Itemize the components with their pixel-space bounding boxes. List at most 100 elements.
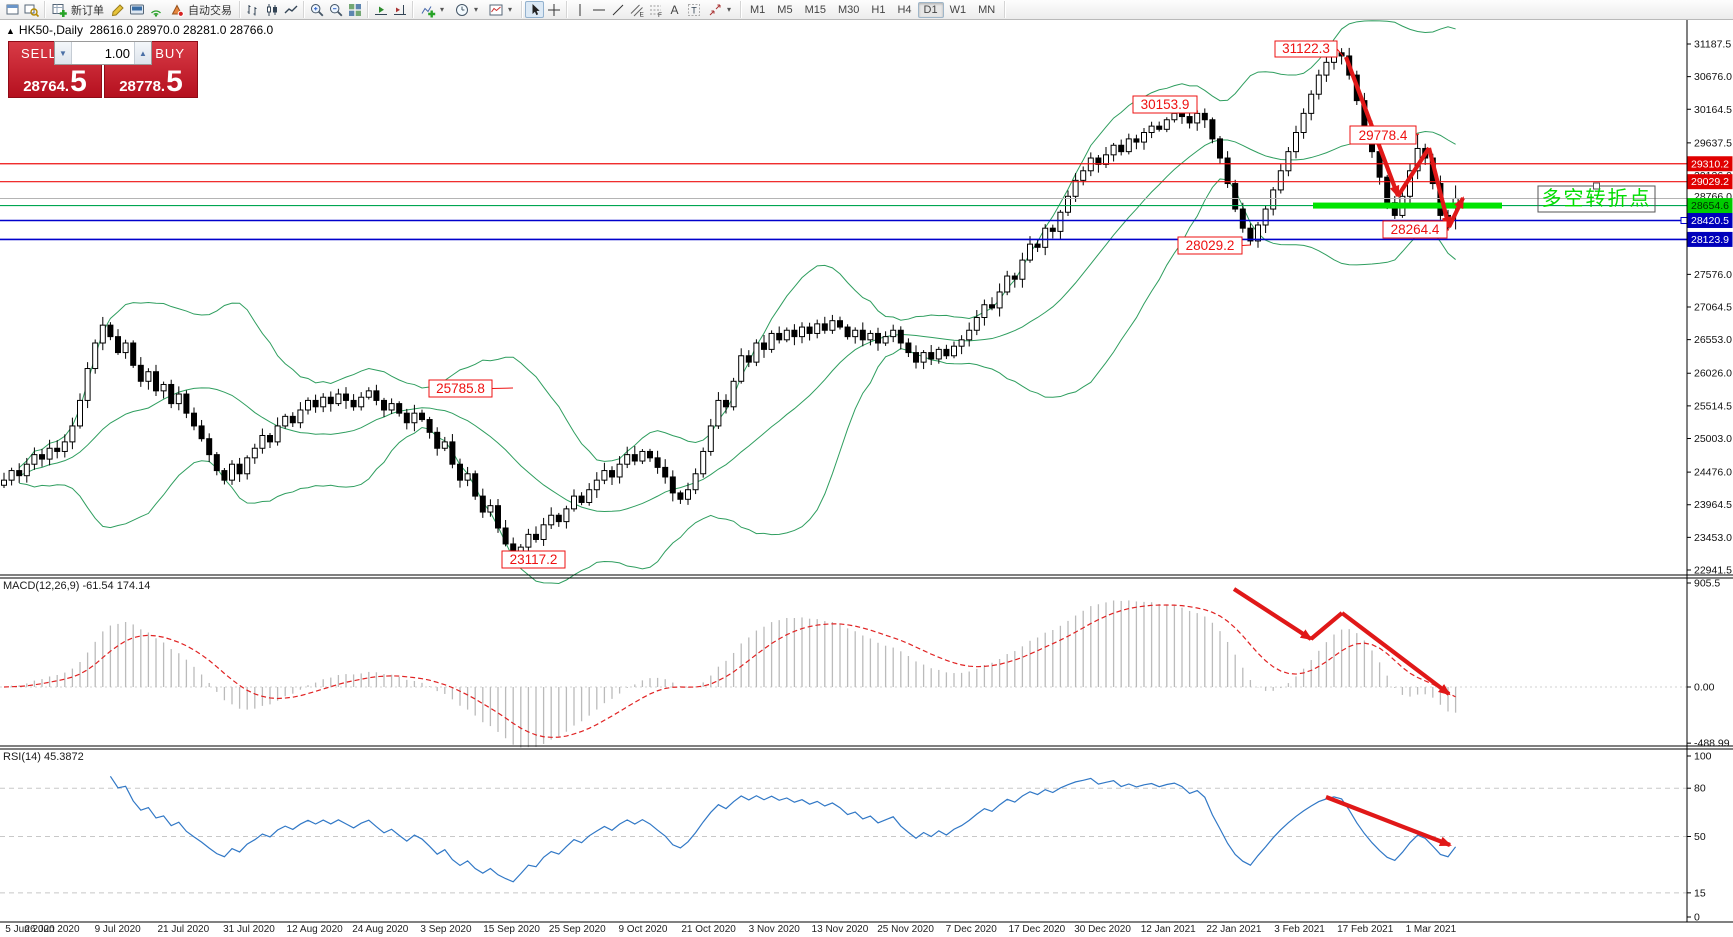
- zoom-out-button[interactable]: [326, 1, 345, 18]
- chart-window-button[interactable]: [3, 1, 22, 18]
- candlestick-chart-button-icon: [266, 3, 277, 16]
- annotation-text-object[interactable]: 多空转折点: [1537, 182, 1656, 213]
- trend-arrow[interactable]: [1396, 146, 1431, 198]
- periods-button[interactable]: ▾: [450, 1, 484, 18]
- cursor-tool-button-icon: [532, 3, 540, 15]
- price-labels[interactable]: 31122.3 30153.9 29778.4 28264.4 28029.2 25785…: [428, 40, 1450, 569]
- line-selection-handle[interactable]: [1680, 217, 1688, 225]
- text-tool-button[interactable]: A: [665, 1, 684, 18]
- new-order-button-icon: [52, 3, 67, 17]
- annotation-handle[interactable]: [1593, 182, 1600, 190]
- candlesticks: [1, 47, 1459, 563]
- timeframe-button-H4[interactable]: H4: [897, 3, 912, 16]
- terminal-button[interactable]: [127, 1, 146, 18]
- svg-text:23964.5: 23964.5: [1694, 499, 1732, 511]
- signals-button[interactable]: [146, 1, 165, 18]
- svg-text:23117.2: 23117.2: [510, 552, 558, 567]
- svg-text:31 Jul 2020: 31 Jul 2020: [223, 924, 275, 935]
- horizontal-line-tool-button[interactable]: [589, 1, 608, 18]
- auto-scroll-button-icon: [374, 6, 387, 15]
- sell-label: SELL: [21, 46, 57, 61]
- buy-label: BUY: [155, 46, 185, 61]
- line-chart-button[interactable]: [281, 1, 300, 18]
- timeframe-button-H1[interactable]: H1: [871, 3, 886, 16]
- fibonacci-tool-button[interactable]: F: [646, 1, 665, 18]
- svg-text:30153.9: 30153.9: [1141, 97, 1190, 112]
- auto-scroll-button[interactable]: [371, 1, 390, 18]
- svg-text:5 Jun 2020: 5 Jun 2020: [5, 924, 55, 935]
- svg-text:多空转折点: 多空转折点: [1542, 187, 1652, 210]
- svg-text:12 Aug 2020: 12 Aug 2020: [287, 924, 344, 935]
- zoom-in-button[interactable]: [307, 1, 326, 18]
- svg-text:50: 50: [1694, 831, 1706, 843]
- trend-arrow[interactable]: [1232, 587, 1313, 641]
- timeframe-button-M5[interactable]: M5: [777, 3, 793, 16]
- terminal-button-icon: [129, 4, 144, 14]
- price-label-23117.2[interactable]: 23117.2: [501, 550, 566, 569]
- bar-chart-button-icon: [247, 4, 256, 15]
- svg-text:3 Feb 2021: 3 Feb 2021: [1274, 924, 1325, 935]
- axis-badge-29310.2: [1687, 156, 1733, 172]
- chart-shift-button-icon: [393, 4, 406, 15]
- cursor-tool-button[interactable]: [525, 1, 544, 18]
- bar-chart-button[interactable]: [243, 1, 262, 18]
- collapse-panel-icon[interactable]: ▲: [6, 26, 15, 36]
- crosshair-tool-button-icon: [547, 3, 560, 16]
- svg-text:7 Dec 2020: 7 Dec 2020: [946, 924, 998, 935]
- price-label-29778.4[interactable]: 29778.4: [1349, 125, 1420, 145]
- indicators-button[interactable]: ▾: [416, 1, 450, 18]
- chart-shift-button[interactable]: [390, 1, 409, 18]
- volume-decrease-button[interactable]: ▼: [55, 42, 72, 64]
- periods-button-caret-icon: ▾: [473, 5, 478, 14]
- svg-text:27064.5: 27064.5: [1694, 302, 1732, 314]
- auto-trading-button[interactable]: 自动交易: [165, 1, 236, 18]
- trend-arrow[interactable]: [1447, 196, 1465, 228]
- svg-text:15 Sep 2020: 15 Sep 2020: [483, 924, 540, 935]
- zoom-window-button[interactable]: [22, 1, 41, 18]
- arrows-tool-button[interactable]: ▾: [703, 1, 737, 18]
- main-toolbar: 新订单 自动交易 ▾ ▾ ▾ E F A T ▾ M1 M5 M15 M30 H1 H4 D1 W1 MN: [0, 0, 1733, 20]
- label-tool-button[interactable]: T: [684, 1, 703, 18]
- templates-button[interactable]: ▾: [484, 1, 518, 18]
- timeframe-button-W1[interactable]: W1: [949, 3, 967, 16]
- buy-price: 28778. 5: [119, 65, 183, 98]
- svg-text:21 Oct 2020: 21 Oct 2020: [681, 924, 736, 935]
- timeframe-button-M1[interactable]: M1: [750, 3, 766, 16]
- timeframe-button-M30[interactable]: M30: [837, 3, 860, 16]
- thick-green-segment[interactable]: [1313, 202, 1502, 209]
- volume-input[interactable]: [72, 42, 134, 64]
- new-order-button[interactable]: 新订单: [48, 1, 108, 18]
- trend-arrow[interactable]: [1309, 611, 1344, 641]
- timeframe-button-MN[interactable]: MN: [978, 3, 996, 16]
- timeframe-button-M15[interactable]: M15: [804, 3, 826, 16]
- styler-button[interactable]: [108, 1, 127, 18]
- text-tool-icon: A: [670, 2, 679, 17]
- svg-text:-488.99: -488.99: [1694, 738, 1730, 750]
- candlestick-chart-button[interactable]: [262, 1, 281, 18]
- bollinger-bands: [18, 20, 1456, 584]
- volume-increase-button[interactable]: ▲: [134, 42, 151, 64]
- svg-text:17 Dec 2020: 17 Dec 2020: [1009, 924, 1066, 935]
- svg-text:29310.2: 29310.2: [1691, 158, 1729, 170]
- one-click-trade-panel: SELL 28764.5 BUY 28778.5 ▼ ▲: [8, 41, 198, 98]
- trendline-tool-button[interactable]: [608, 1, 627, 18]
- price-label-28029.2[interactable]: 28029.2: [1177, 236, 1252, 255]
- vertical-line-tool-button[interactable]: [570, 1, 589, 18]
- trend-arrows[interactable]: [1232, 56, 1465, 847]
- channel-tool-button[interactable]: E: [627, 1, 646, 18]
- trend-arrow[interactable]: [1426, 147, 1452, 229]
- tile-windows-button[interactable]: [345, 1, 364, 18]
- vertical-line-tool-button-icon: [579, 3, 580, 16]
- price-label-28264.4[interactable]: 28264.4: [1382, 220, 1450, 239]
- chart-title: ▲ HK50-,Daily 28616.0 28970.0 28281.0 287…: [6, 23, 273, 37]
- crosshair-tool-button[interactable]: [544, 1, 563, 18]
- periods-button-icon: [456, 3, 468, 16]
- price-label-31122.3[interactable]: 31122.3: [1274, 40, 1344, 58]
- price-label-30153.9[interactable]: 30153.9: [1132, 95, 1199, 114]
- trend-arrow[interactable]: [1340, 611, 1451, 696]
- trend-arrow[interactable]: [1325, 795, 1452, 847]
- price-label-25785.8[interactable]: 25785.8: [428, 379, 514, 398]
- timeframe-button-D1[interactable]: D1: [917, 1, 944, 18]
